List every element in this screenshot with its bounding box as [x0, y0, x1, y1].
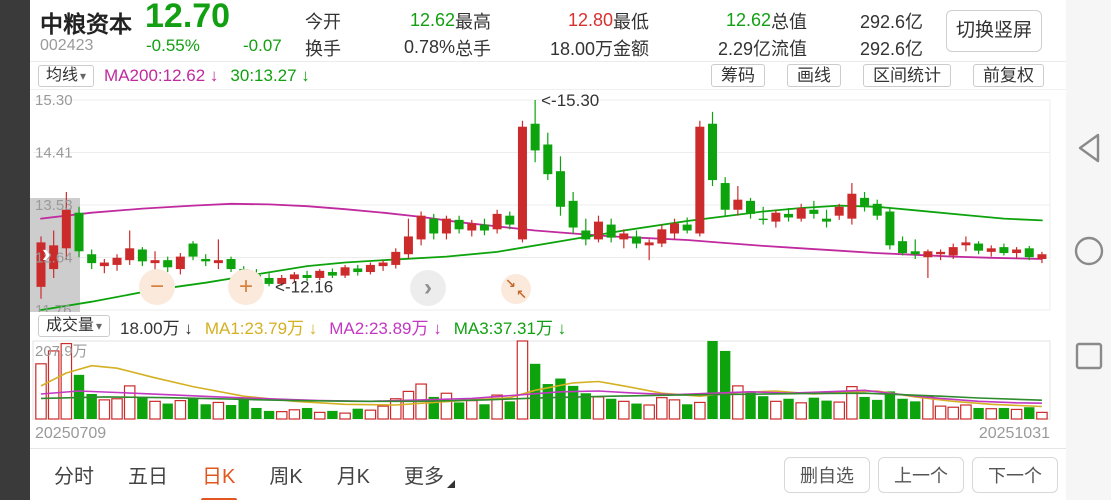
recents-icon[interactable] [1072, 339, 1106, 373]
stat-turnover: 换手 0.78% [305, 37, 455, 59]
volume-bars-layer [35, 340, 1048, 420]
svg-text:<-12.16: <-12.16 [275, 277, 333, 296]
price-gridlines [33, 99, 1051, 311]
plus-icon: + [238, 273, 253, 300]
tab-daily-k[interactable]: 日K [200, 454, 237, 495]
overlay-chevron-icon: › [42, 238, 51, 268]
change-percent: -0.55% [146, 36, 200, 55]
tab-five-day[interactable]: 五日 [128, 466, 168, 488]
svg-text:13.53: 13.53 [35, 197, 73, 214]
stat-float-cap: 流值 292.6亿 [771, 38, 923, 59]
range-stats-button[interactable]: 区间统计 [863, 64, 951, 87]
more-caret-icon [447, 480, 456, 488]
stock-code: 002423 [40, 37, 94, 54]
volume-ma2-readout: MA2:23.89万 ↓ [329, 318, 442, 338]
tab-more[interactable]: 更多 [402, 454, 457, 495]
stat-low: 最低 12.62 [613, 10, 771, 32]
stats-grid: 今开 12.62 最高 12.80 最低 12.62 总值 292.6亿 换手 … [305, 7, 923, 61]
date-axis: 20250709 20251031 [30, 420, 1066, 448]
next-stock-button[interactable]: 下一个 [972, 456, 1058, 493]
volume-header: 成交量 ▾ 18.00万 ↓ MA1:23.79万 ↓ MA2:23.89万 ↓ … [30, 312, 1066, 340]
start-date-label: 20250709 [35, 425, 107, 442]
stat-market-cap: 总值 292.6亿 [771, 11, 923, 32]
screen-notch-strip [0, 0, 30, 500]
home-icon[interactable] [1072, 234, 1106, 268]
stock-header: 中粮资本 002423 12.70 -0.55% -0.07 今开 12.62 … [30, 0, 1066, 62]
back-icon[interactable] [1072, 130, 1106, 166]
stat-open: 今开 12.62 [305, 10, 455, 32]
minus-icon: − [149, 273, 164, 300]
price-ma-lines [40, 202, 1043, 311]
candles-layer [36, 100, 1047, 299]
svg-text:14.41: 14.41 [35, 145, 73, 162]
zoom-in-button[interactable]: + [228, 269, 264, 305]
stat-amount: 金额 2.29亿 [613, 38, 771, 59]
tab-monthly-k[interactable]: 月K [336, 466, 371, 488]
indicator-toolbar: 均线 ▾ MA200:12.62 ↓ 30:13.27 ↓ 筹码 画线 区间统计 … [30, 62, 1066, 90]
volume-chart[interactable]: 207.9万 [30, 340, 1066, 420]
ma-selector-button[interactable]: 均线 ▾ [38, 64, 95, 87]
volume-ma3-readout: MA3:37.31万 ↓ [453, 318, 567, 338]
stat-total-lots: 总手 18.00万 [455, 38, 613, 59]
period-tabbar: 分时 五日 日K 周K 月K 更多 删自选 上一个 下一个 [30, 448, 1066, 500]
caret-down-icon: ▾ [96, 319, 103, 333]
change-amount: -0.07 [243, 36, 282, 55]
tab-minute[interactable]: 分时 [54, 466, 94, 488]
stat-high: 最高 12.80 [455, 10, 613, 32]
collapse-icon: ↘ ↖ [505, 276, 527, 302]
current-price: 12.70 [145, 0, 231, 35]
scroll-right-button[interactable]: › [410, 270, 446, 306]
collapse-chart-button[interactable]: ↘ ↖ [501, 274, 531, 304]
candlestick-chart[interactable]: 15.30 14.41 13.53 12.64 11.76 <-15.30 <-12.16 › [30, 90, 1066, 312]
volume-current-readout: 18.00万 ↓ [120, 318, 193, 338]
zoom-out-button[interactable]: − [139, 269, 175, 305]
price-annotations: <-15.30 <-12.16 [275, 91, 599, 296]
price-axis-labels: 15.30 14.41 13.53 12.64 11.76 [35, 92, 73, 312]
tab-weekly-k[interactable]: 周K [269, 466, 303, 488]
ma30-readout: 30:13.27 ↓ [230, 65, 310, 85]
svg-text:15.30: 15.30 [35, 92, 73, 109]
remove-watchlist-button[interactable]: 删自选 [784, 456, 870, 493]
rotate-to-portrait-button[interactable]: 切换竖屏 [946, 10, 1042, 52]
ma200-readout: MA200:12.62 ↓ [104, 65, 219, 85]
svg-text:11.76: 11.76 [35, 302, 71, 312]
android-nav-bar [1066, 0, 1111, 500]
end-date-label: 20251031 [978, 425, 1050, 442]
chips-button[interactable]: 筹码 [711, 64, 765, 87]
chevron-right-icon: › [424, 274, 432, 301]
volume-ma1-readout: MA1:23.79万 ↓ [204, 318, 318, 338]
svg-text:12.64: 12.64 [35, 250, 73, 267]
draw-line-button[interactable]: 画线 [787, 64, 841, 87]
volume-max-label: 207.9万 [35, 343, 88, 360]
forward-adjusted-button[interactable]: 前复权 [973, 64, 1044, 87]
volume-selector-button[interactable]: 成交量 ▾ [38, 315, 111, 337]
caret-down-icon: ▾ [80, 68, 87, 83]
stock-name: 中粮资本 [40, 11, 132, 37]
volume-pane-border [32, 340, 1051, 420]
svg-text:<-15.30: <-15.30 [541, 91, 599, 110]
previous-stock-button[interactable]: 上一个 [878, 456, 964, 493]
